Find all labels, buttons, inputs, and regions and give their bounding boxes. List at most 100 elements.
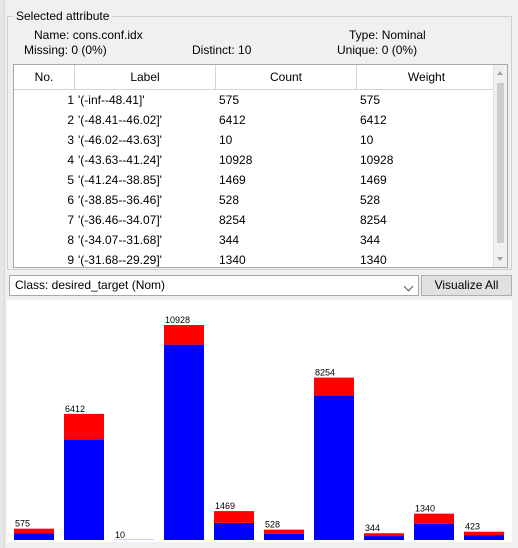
bar-segment-4-1 <box>164 344 204 540</box>
missing-info: Missing: 0 (0%) <box>24 43 107 57</box>
bar-value-label: 10928 <box>165 315 190 325</box>
table-row[interactable]: 7 '(-36.46--34.07]' 8254 8254 <box>14 210 496 230</box>
type-label: Type: <box>349 28 379 42</box>
panel-title: Selected attribute <box>13 9 113 23</box>
type-info: Type: Nominal <box>349 28 426 42</box>
cell-no: 2 <box>67 113 74 127</box>
bar-segment-8-1 <box>364 536 404 540</box>
bar-segment-5-2 <box>214 511 254 523</box>
chevron-down-icon[interactable] <box>403 281 414 292</box>
cell-weight: 1340 <box>360 253 387 267</box>
chart-svg: 575 6412 10 10928 1469 528 8254 344 1340 423 <box>14 315 504 540</box>
bar-segment-5-1 <box>214 522 254 540</box>
cell-label: '(-38.85--36.46]' <box>78 193 162 207</box>
bar-value-label: 528 <box>265 520 280 530</box>
cell-label: '(-41.24--38.85]' <box>78 173 162 187</box>
cell-no: 4 <box>67 153 74 167</box>
bar-segment-8-2 <box>364 533 404 537</box>
cell-no: 8 <box>67 233 74 247</box>
bar-value-label: 423 <box>465 522 480 532</box>
type-value: Nominal <box>381 28 426 42</box>
cell-label: '(-36.46--34.07]' <box>78 213 162 227</box>
cell-no: 5 <box>67 173 74 187</box>
unique-value: 0 (0%) <box>381 43 418 57</box>
cell-count: 575 <box>219 93 240 107</box>
bar-value-label: 575 <box>15 519 30 529</box>
table-header: No. Label Count Weight <box>14 65 496 90</box>
missing-label: Missing: <box>24 43 69 57</box>
bar-segment-4-2 <box>164 325 204 345</box>
missing-value: 0 (0%) <box>71 43 107 57</box>
bar-segment-9-2 <box>414 513 454 524</box>
cell-count: 6412 <box>219 113 246 127</box>
cell-count: 10928 <box>219 153 253 167</box>
bar-segment-7-1 <box>314 395 354 540</box>
cell-no: 6 <box>67 193 74 207</box>
selected-attribute-panel <box>7 16 512 270</box>
header-no[interactable]: No. <box>14 65 75 89</box>
table-row[interactable]: 5 '(-41.24--38.85]' 1469 1469 <box>14 170 496 190</box>
cell-no: 3 <box>67 133 74 147</box>
scroll-down-icon[interactable] <box>497 257 503 261</box>
name-value: cons.conf.idx <box>72 28 143 42</box>
attribute-values-table[interactable]: No. Label Count Weight 1 '(-inf--48.41]'… <box>13 64 508 268</box>
bar-value-label: 1340 <box>415 504 435 514</box>
distinct-info: Distinct: 10 <box>192 43 251 57</box>
cell-count: 344 <box>219 233 240 247</box>
cell-weight: 575 <box>360 93 381 107</box>
table-row[interactable]: 8 '(-34.07--31.68]' 344 344 <box>14 230 496 250</box>
cell-label: '(-34.07--31.68]' <box>78 233 162 247</box>
cell-label: '(-46.02--43.63]' <box>78 133 162 147</box>
bar-segment-6-1 <box>264 533 304 540</box>
cell-weight: 10 <box>360 133 374 147</box>
cell-label: '(-43.63--41.24]' <box>78 153 162 167</box>
cell-label: '(-inf--48.41]' <box>78 93 145 107</box>
visualize-all-button[interactable]: Visualize All <box>421 275 512 296</box>
cell-count: 1340 <box>219 253 246 267</box>
cell-label: '(-48.41--46.02]' <box>78 113 162 127</box>
table-row[interactable]: 2 '(-48.41--46.02]' 6412 6412 <box>14 110 496 130</box>
table-row[interactable]: 9 '(-31.68--29.29]' 1340 1340 <box>14 250 496 267</box>
cell-weight: 344 <box>360 233 381 247</box>
table-row[interactable]: 6 '(-38.85--36.46]' 528 528 <box>14 190 496 210</box>
bar-segment-10-2 <box>464 531 504 536</box>
cell-weight: 8254 <box>360 213 387 227</box>
bar-segment-2-2 <box>64 413 104 440</box>
cell-weight: 10928 <box>360 153 394 167</box>
class-distribution-chart: 575 6412 10 10928 1469 528 8254 344 1340 423 <box>7 300 512 542</box>
unique-label: Unique: <box>337 43 379 57</box>
cell-weight: 6412 <box>360 113 387 127</box>
bar-value-label: 6412 <box>65 404 85 414</box>
cell-count: 10 <box>219 133 233 147</box>
unique-info: Unique: 0 (0%) <box>337 43 417 57</box>
cell-weight: 1469 <box>360 173 387 187</box>
bar-segment-2-1 <box>64 439 104 540</box>
name-label: Name: <box>34 28 70 42</box>
table-row[interactable]: 3 '(-46.02--43.63]' 10 10 <box>14 130 496 150</box>
bar-segment-1-2 <box>14 528 54 534</box>
left-edge-strip <box>0 0 5 548</box>
bar-value-label: 344 <box>365 523 380 533</box>
bar-value-label: 1469 <box>215 501 235 511</box>
table-row[interactable]: 1 '(-inf--48.41]' 575 575 <box>14 90 496 110</box>
scroll-up-icon[interactable] <box>497 71 503 75</box>
bar-segment-7-2 <box>314 377 354 396</box>
table-row[interactable]: 4 '(-43.63--41.24]' 10928 10928 <box>14 150 496 170</box>
class-select[interactable]: Class: desired_target (Nom) <box>9 275 419 296</box>
bar-segment-10-1 <box>464 535 504 540</box>
cell-no: 1 <box>67 93 74 107</box>
bar-value-label: 10 <box>115 530 125 540</box>
cell-no: 9 <box>67 253 74 267</box>
bar-segment-6-2 <box>264 529 304 534</box>
bar-value-label: 8254 <box>315 368 335 378</box>
header-label[interactable]: Label <box>75 65 216 89</box>
distinct-label: Distinct: <box>192 43 235 57</box>
name-info: Name: cons.conf.idx <box>34 28 143 42</box>
cell-count: 8254 <box>219 213 246 227</box>
scrollbar-thumb[interactable] <box>497 83 504 243</box>
header-count[interactable]: Count <box>216 65 357 89</box>
bar-segment-9-1 <box>414 523 454 540</box>
table-scrollbar[interactable] <box>493 65 507 267</box>
distinct-value: 10 <box>238 43 252 57</box>
header-weight[interactable]: Weight <box>407 70 446 84</box>
